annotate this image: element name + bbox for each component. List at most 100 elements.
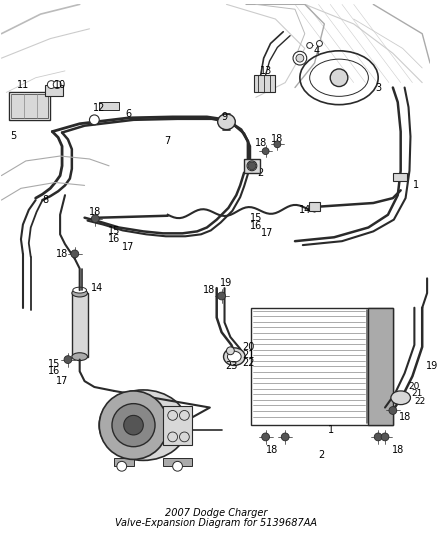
Text: 15: 15 bbox=[250, 213, 262, 223]
Text: 13: 13 bbox=[259, 66, 272, 76]
Text: 2: 2 bbox=[258, 168, 264, 177]
Text: 17: 17 bbox=[261, 228, 274, 238]
Circle shape bbox=[381, 433, 389, 441]
Text: 16: 16 bbox=[108, 234, 120, 244]
Ellipse shape bbox=[227, 351, 241, 362]
Circle shape bbox=[168, 410, 177, 421]
Text: 8: 8 bbox=[42, 195, 49, 205]
Text: 21: 21 bbox=[412, 389, 423, 398]
Text: 15: 15 bbox=[108, 227, 120, 237]
Circle shape bbox=[262, 148, 269, 155]
Ellipse shape bbox=[72, 353, 88, 360]
Text: 6: 6 bbox=[126, 109, 132, 119]
Circle shape bbox=[99, 391, 168, 459]
Bar bbox=[368, 308, 393, 425]
Bar bbox=[163, 406, 192, 445]
Text: 18: 18 bbox=[89, 207, 102, 217]
Text: 18: 18 bbox=[56, 249, 68, 259]
Circle shape bbox=[89, 115, 99, 125]
Ellipse shape bbox=[223, 348, 245, 366]
Circle shape bbox=[117, 462, 127, 471]
Circle shape bbox=[92, 215, 99, 223]
Circle shape bbox=[180, 432, 189, 442]
Text: 4: 4 bbox=[314, 46, 320, 56]
Text: 20: 20 bbox=[409, 382, 420, 391]
Text: 16: 16 bbox=[250, 221, 262, 230]
Text: 21: 21 bbox=[242, 350, 254, 360]
Ellipse shape bbox=[330, 69, 348, 86]
Circle shape bbox=[47, 80, 55, 88]
Circle shape bbox=[218, 292, 226, 300]
Circle shape bbox=[247, 161, 257, 171]
Text: 18: 18 bbox=[254, 138, 267, 148]
Text: 14: 14 bbox=[91, 283, 103, 293]
Circle shape bbox=[389, 407, 397, 414]
Circle shape bbox=[274, 141, 281, 148]
Text: 16: 16 bbox=[48, 366, 60, 376]
Circle shape bbox=[180, 410, 189, 421]
Text: 10: 10 bbox=[54, 79, 66, 90]
Text: 14: 14 bbox=[299, 205, 311, 215]
Text: 15: 15 bbox=[48, 359, 60, 368]
Text: 18: 18 bbox=[399, 413, 411, 422]
Circle shape bbox=[262, 433, 269, 441]
Bar bbox=[72, 293, 88, 357]
Bar bbox=[165, 408, 190, 423]
Bar bbox=[11, 94, 48, 118]
Bar bbox=[46, 85, 63, 96]
Bar bbox=[309, 202, 321, 211]
Text: 11: 11 bbox=[17, 79, 29, 90]
Bar bbox=[393, 173, 406, 181]
Text: 18: 18 bbox=[271, 134, 283, 144]
Text: 12: 12 bbox=[93, 103, 106, 113]
Text: 1: 1 bbox=[328, 425, 334, 435]
Bar bbox=[165, 430, 190, 444]
Circle shape bbox=[173, 462, 183, 471]
Ellipse shape bbox=[391, 391, 410, 405]
Text: Valve-Expansion Diagram for 5139687AA: Valve-Expansion Diagram for 5139687AA bbox=[115, 518, 317, 528]
Circle shape bbox=[281, 433, 289, 441]
Ellipse shape bbox=[218, 114, 235, 130]
Text: 23: 23 bbox=[225, 361, 237, 372]
Circle shape bbox=[53, 80, 61, 88]
Circle shape bbox=[64, 356, 72, 364]
Text: 18: 18 bbox=[392, 445, 404, 455]
Text: 18: 18 bbox=[203, 285, 215, 295]
Text: 19: 19 bbox=[220, 278, 233, 288]
Circle shape bbox=[112, 403, 155, 447]
Ellipse shape bbox=[72, 289, 88, 297]
Circle shape bbox=[307, 43, 313, 49]
Text: 2: 2 bbox=[318, 449, 325, 459]
Circle shape bbox=[168, 432, 177, 442]
Circle shape bbox=[293, 51, 307, 65]
Bar bbox=[163, 458, 192, 466]
Text: 20: 20 bbox=[242, 342, 254, 352]
Bar bbox=[251, 308, 393, 425]
Circle shape bbox=[71, 250, 79, 258]
Text: 22: 22 bbox=[415, 397, 426, 406]
Text: 22: 22 bbox=[242, 358, 254, 368]
Ellipse shape bbox=[99, 390, 187, 461]
Bar bbox=[9, 92, 50, 120]
Bar bbox=[254, 75, 276, 92]
Circle shape bbox=[248, 162, 256, 169]
Text: 2007 Dodge Charger: 2007 Dodge Charger bbox=[165, 508, 267, 518]
Circle shape bbox=[317, 41, 322, 46]
Text: 18: 18 bbox=[266, 445, 279, 455]
Text: 5: 5 bbox=[10, 132, 16, 141]
Bar bbox=[114, 458, 134, 466]
Circle shape bbox=[374, 433, 382, 441]
Text: 19: 19 bbox=[426, 361, 438, 372]
Circle shape bbox=[226, 347, 234, 354]
Circle shape bbox=[124, 415, 143, 435]
Circle shape bbox=[296, 54, 304, 62]
Text: 1: 1 bbox=[413, 180, 420, 190]
Ellipse shape bbox=[73, 287, 87, 293]
Text: 9: 9 bbox=[222, 112, 228, 122]
Bar bbox=[99, 102, 119, 110]
Text: 17: 17 bbox=[123, 242, 135, 252]
Text: 17: 17 bbox=[56, 376, 68, 386]
Text: 7: 7 bbox=[165, 136, 171, 147]
Bar bbox=[244, 159, 260, 173]
Text: 3: 3 bbox=[375, 83, 381, 93]
